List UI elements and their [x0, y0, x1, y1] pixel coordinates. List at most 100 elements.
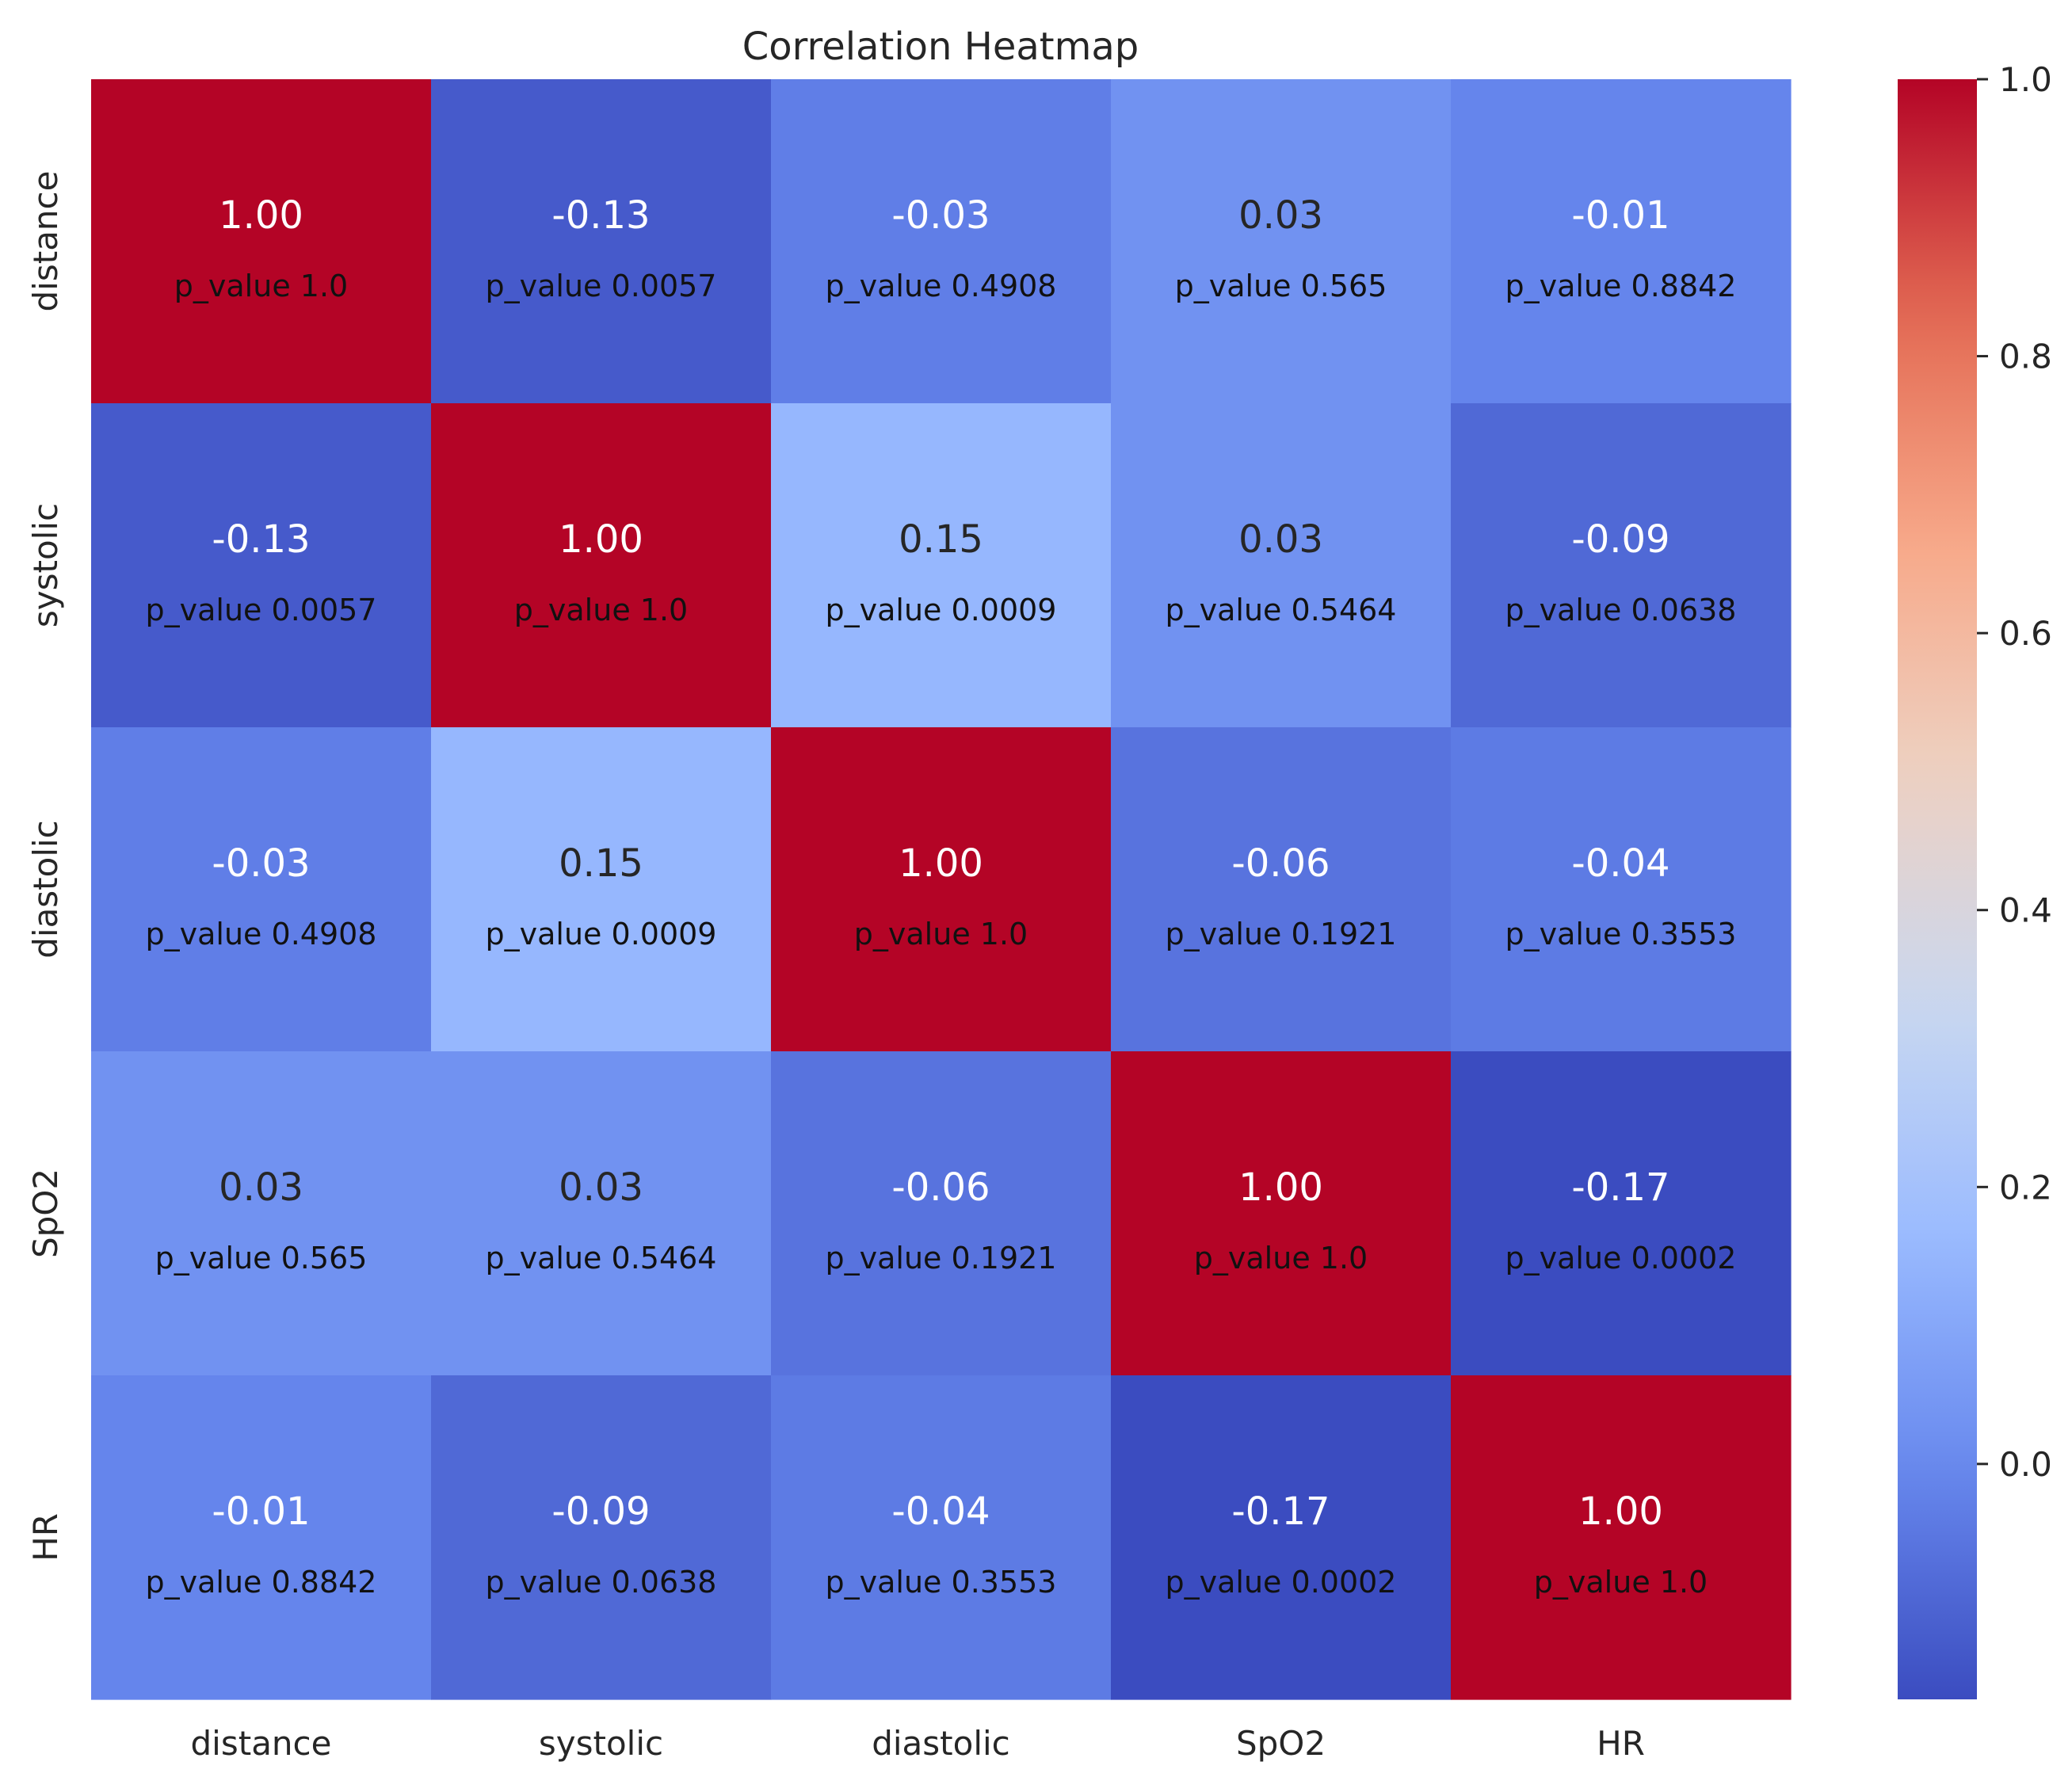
heatmap-cell: -0.01 p_value 0.8842 [1451, 79, 1792, 404]
heatmap-cell-rect [91, 727, 432, 1052]
heatmap-cell: -0.04 p_value 0.3553 [1451, 727, 1792, 1052]
cell-p-value-label: p_value 0.3553 [826, 1565, 1057, 1600]
colorbar-tick-label: 1.0 [1999, 60, 2052, 99]
y-tick-label: SpO2 [26, 1169, 65, 1258]
heatmap-cell-rect [1451, 1375, 1792, 1700]
y-tick-label: diastolic [26, 820, 65, 959]
heatmap-cell-rect [771, 1051, 1112, 1376]
cell-value-label: 0.15 [899, 517, 983, 562]
cell-value-label: -0.06 [891, 1165, 990, 1210]
heatmap-cell: 1.00 p_value 1.0 [91, 79, 432, 404]
cell-value-label: -0.09 [1571, 517, 1669, 562]
heatmap-cell-rect [431, 727, 772, 1052]
heatmap-cell-rect [1111, 727, 1452, 1052]
x-axis-tick-labels: distance systolic diastolic SpO2 HR [191, 1724, 1645, 1763]
heatmap-cell: -0.04 p_value 0.3553 [771, 1375, 1112, 1700]
cell-p-value-label: p_value 0.1921 [826, 1241, 1057, 1276]
heatmap-cell-rect [1111, 1375, 1452, 1700]
heatmap-cell-rect [91, 79, 432, 404]
cell-value-label: 0.15 [559, 841, 643, 886]
cell-value-label: -0.13 [551, 193, 650, 238]
cell-value-label: 0.03 [1238, 193, 1323, 238]
heatmap-cell: -0.03 p_value 0.4908 [771, 79, 1112, 404]
heatmap-cell-rect [1111, 403, 1452, 728]
heatmap-cell-rect [1451, 1051, 1792, 1376]
heatmap-cell-rect [91, 1051, 432, 1376]
heatmap-cell-rect [1111, 79, 1452, 404]
y-tick-label: HR [26, 1513, 65, 1562]
heatmap-cell: 0.15 p_value 0.0009 [771, 403, 1112, 728]
cell-value-label: -0.01 [1571, 193, 1669, 238]
cell-value-label: -0.13 [212, 517, 310, 562]
colorbar-tick: 1.0 [1977, 60, 2052, 99]
heatmap-cell-rect [431, 1051, 772, 1376]
cell-value-label: 1.00 [1238, 1165, 1323, 1210]
heatmap-cell: -0.13 p_value 0.0057 [431, 79, 772, 404]
heatmap-cell-rect [431, 1375, 772, 1700]
x-tick-label: systolic [539, 1724, 663, 1763]
cell-p-value-label: p_value 0.565 [1175, 269, 1387, 303]
colorbar: 0.0 0.2 0.4 0.6 0.8 1.0 [1898, 60, 2052, 1699]
heatmap-cell: -0.17 p_value 0.0002 [1111, 1375, 1452, 1700]
heatmap-cell: 0.03 p_value 0.565 [1111, 79, 1452, 404]
heatmap-cell: 0.03 p_value 0.565 [91, 1051, 432, 1376]
heatmap-cell: -0.03 p_value 0.4908 [91, 727, 432, 1052]
x-tick-label: HR [1597, 1724, 1645, 1763]
cell-value-label: -0.03 [212, 841, 310, 886]
heatmap-cell-rect [91, 1375, 432, 1700]
heatmap-cell: 1.00 p_value 1.0 [1111, 1051, 1452, 1376]
heatmap-cell: 0.03 p_value 0.5464 [1111, 403, 1452, 728]
x-tick-label: SpO2 [1236, 1724, 1326, 1763]
colorbar-tick-label: 0.0 [1999, 1445, 2052, 1484]
heatmap-cell: -0.09 p_value 0.0638 [1451, 403, 1792, 728]
heatmap-cell-rect [771, 727, 1112, 1052]
cell-value-label: 0.03 [219, 1165, 303, 1210]
cell-p-value-label: p_value 0.565 [155, 1241, 368, 1276]
cell-value-label: 1.00 [219, 193, 303, 238]
cell-p-value-label: p_value 0.8842 [1505, 269, 1737, 303]
heatmap-cell-rect [431, 79, 772, 404]
heatmap-cell-rect [771, 403, 1112, 728]
cell-p-value-label: p_value 1.0 [174, 269, 348, 303]
heatmap-cell: -0.09 p_value 0.0638 [431, 1375, 772, 1700]
cell-p-value-label: p_value 0.0638 [486, 1565, 717, 1600]
cell-p-value-label: p_value 1.0 [1534, 1565, 1708, 1600]
y-axis-tick-labels: distance systolic diastolic SpO2 HR [26, 171, 65, 1562]
heatmap-cell-rect [771, 79, 1112, 404]
cell-value-label: 0.03 [559, 1165, 643, 1210]
heatmap-cell-rect [91, 403, 432, 728]
heatmap-cell-rect [1451, 403, 1792, 728]
cell-value-label: -0.04 [891, 1489, 990, 1534]
colorbar-tick-label: 0.6 [1999, 614, 2052, 653]
cell-value-label: 0.03 [1238, 517, 1323, 562]
cell-value-label: -0.17 [1571, 1165, 1669, 1210]
cell-p-value-label: p_value 0.8842 [146, 1565, 377, 1600]
heatmap-cell: 0.15 p_value 0.0009 [431, 727, 772, 1052]
heatmap-cell-rect [431, 403, 772, 728]
cell-p-value-label: p_value 0.0009 [486, 917, 717, 951]
y-tick-label: systolic [26, 503, 65, 627]
colorbar-tick: 0.6 [1977, 614, 2052, 653]
heatmap-cell: -0.01 p_value 0.8842 [91, 1375, 432, 1700]
colorbar-tick: 0.4 [1977, 891, 2052, 930]
cell-p-value-label: p_value 0.0002 [1505, 1241, 1737, 1276]
heatmap-cell-rect [1451, 79, 1792, 404]
cell-value-label: 1.00 [899, 841, 983, 886]
heatmap-cell: 1.00 p_value 1.0 [1451, 1375, 1792, 1700]
cell-p-value-label: p_value 0.5464 [1166, 593, 1397, 627]
cell-p-value-label: p_value 0.0057 [486, 269, 717, 303]
cell-p-value-label: p_value 0.3553 [1505, 917, 1737, 951]
y-tick-label: distance [26, 171, 65, 312]
cell-p-value-label: p_value 1.0 [854, 917, 1028, 951]
heatmap-cell: 0.03 p_value 0.5464 [431, 1051, 772, 1376]
colorbar-gradient [1898, 79, 1977, 1699]
heatmap-cells: 1.00 p_value 1.0 -0.13 p_value 0.0057 -0.03 p… [91, 79, 1792, 1700]
heatmap-cell-rect [1111, 1051, 1452, 1376]
cell-p-value-label: p_value 1.0 [514, 593, 688, 627]
cell-p-value-label: p_value 0.5464 [486, 1241, 717, 1276]
cell-value-label: 1.00 [1578, 1489, 1663, 1534]
cell-p-value-label: p_value 0.4908 [146, 917, 377, 951]
cell-value-label: -0.01 [212, 1489, 310, 1534]
